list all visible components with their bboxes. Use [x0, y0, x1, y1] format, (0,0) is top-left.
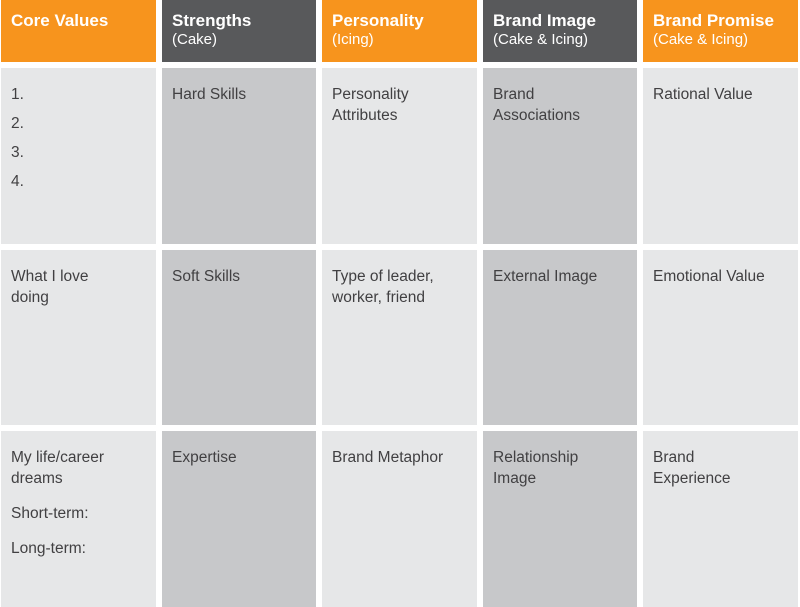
header-personality: Personality (Icing)	[322, 0, 477, 62]
cell-core-values-row1: 1. 2. 3. 4.	[1, 68, 156, 244]
cell-text: Type of leader,	[332, 268, 434, 285]
cell-text: Short-term:	[11, 505, 89, 522]
cell-text: worker, friend	[332, 289, 426, 306]
list-item: 1.	[11, 86, 24, 103]
cell-text: What I love	[11, 268, 89, 285]
list-item: 3.	[11, 144, 24, 161]
header-title: Brand Promise	[653, 11, 774, 30]
cell-core-values-row2: What I love doing	[1, 250, 156, 425]
cell-text: My life/career	[11, 449, 105, 466]
cell-brand-promise-row2: Emotional Value	[643, 250, 798, 425]
cell-brand-image-row1: Brand Associations	[483, 68, 637, 244]
cell-text: Brand	[653, 449, 695, 466]
header-title: Personality	[332, 11, 424, 30]
spacer	[11, 489, 146, 503]
cell-strengths-row3: Expertise	[162, 431, 316, 607]
header-core-values: Core Values	[1, 0, 156, 62]
cell-brand-image-row3: Relationship Image	[483, 431, 637, 607]
cell-text: doing	[11, 289, 49, 306]
cell-text: Relationship	[493, 449, 579, 466]
header-strengths: Strengths (Cake)	[162, 0, 316, 62]
cell-strengths-row2: Soft Skills	[162, 250, 316, 425]
cell-text: Experience	[653, 470, 731, 487]
header-title: Core Values	[11, 11, 109, 30]
list-item: 2.	[11, 115, 24, 132]
cell-text: Rational Value	[653, 86, 753, 103]
cell-text: Emotional Value	[653, 268, 765, 285]
cell-brand-promise-row1: Rational Value	[643, 68, 798, 244]
cell-personality-row3: Brand Metaphor	[322, 431, 477, 607]
spacer	[11, 524, 146, 538]
header-brand-image: Brand Image (Cake & Icing)	[483, 0, 637, 62]
cell-strengths-row1: Hard Skills	[162, 68, 316, 244]
cell-brand-promise-row3: Brand Experience	[643, 431, 798, 607]
cell-text: Brand	[493, 86, 535, 103]
cell-text: Brand Metaphor	[332, 449, 444, 466]
header-subtitle: (Icing)	[332, 31, 374, 48]
list-item: 4.	[11, 173, 24, 190]
cell-text: Image	[493, 470, 537, 487]
header-subtitle: (Cake & Icing)	[653, 31, 749, 48]
cell-text: Personality	[332, 86, 409, 103]
cell-text: Expertise	[172, 449, 237, 466]
cell-text: External Image	[493, 268, 598, 285]
cell-text: dreams	[11, 470, 63, 487]
header-subtitle: (Cake)	[172, 31, 218, 48]
cell-text: Soft Skills	[172, 268, 241, 285]
cell-brand-image-row2: External Image	[483, 250, 637, 425]
cell-text: Hard Skills	[172, 86, 247, 103]
header-title: Brand Image	[493, 11, 596, 30]
cell-personality-row1: Personality Attributes	[322, 68, 477, 244]
cell-text: Long-term:	[11, 540, 86, 557]
header-title: Strengths	[172, 11, 252, 30]
cell-personality-row2: Type of leader, worker, friend	[322, 250, 477, 425]
cell-core-values-row3: My life/career dreams Short-term: Long-t…	[1, 431, 156, 607]
header-subtitle: (Cake & Icing)	[493, 31, 589, 48]
cell-text: Associations	[493, 107, 581, 124]
cell-text: Attributes	[332, 107, 398, 124]
header-brand-promise: Brand Promise (Cake & Icing)	[643, 0, 798, 62]
